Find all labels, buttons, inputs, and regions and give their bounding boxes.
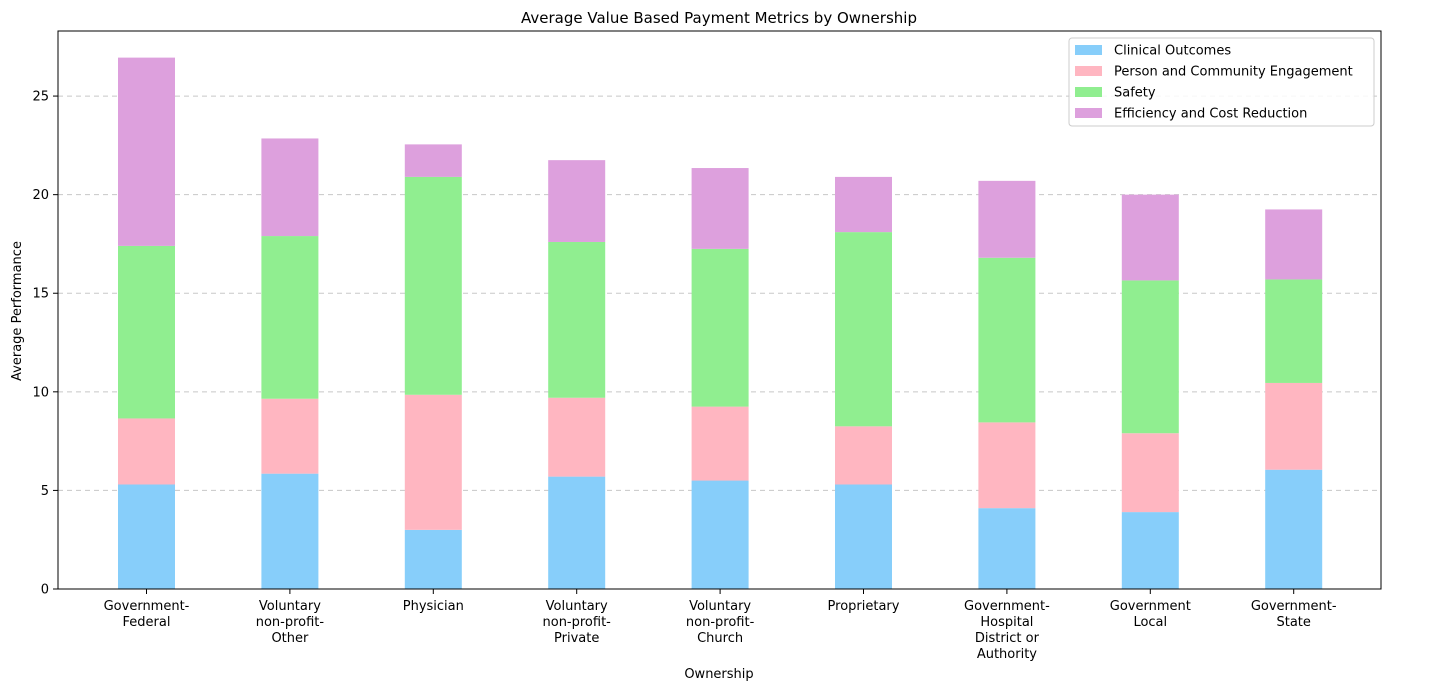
bar-segment xyxy=(691,406,749,481)
bar-segment xyxy=(691,168,749,249)
bar-segment xyxy=(1121,194,1179,281)
legend-swatch xyxy=(1075,45,1102,55)
bars xyxy=(118,57,1323,589)
bar-segment xyxy=(1265,209,1323,280)
y-tick-label: 25 xyxy=(32,90,49,105)
bar-segment xyxy=(1265,279,1323,383)
legend: Clinical Outcomes Person and Community En… xyxy=(1068,37,1375,127)
legend-frame xyxy=(1068,37,1375,127)
bar-segment xyxy=(691,248,749,407)
bar-segment xyxy=(978,257,1036,423)
bar-segment xyxy=(548,397,606,477)
y-tick-label: 0 xyxy=(41,583,49,598)
x-tick-label: Physician xyxy=(403,599,464,614)
bar-segment xyxy=(118,57,175,246)
bar-segment xyxy=(835,176,892,233)
bar-segment xyxy=(404,176,462,395)
bar-segment xyxy=(835,484,892,589)
bar-segment xyxy=(261,473,319,589)
y-tick-label: 5 xyxy=(41,484,49,499)
legend-entry: Efficiency and Cost Reduction xyxy=(1114,107,1307,122)
x-tick-label: Government Local xyxy=(1110,599,1191,630)
bar-segment xyxy=(1121,512,1179,589)
bar-segment xyxy=(404,144,462,177)
bar-segment xyxy=(261,398,319,474)
bar-segment xyxy=(404,529,462,589)
bar-segment xyxy=(548,241,606,398)
legend-swatch xyxy=(1075,87,1102,97)
bar-segment xyxy=(978,422,1036,509)
x-tick-label: Government-Hospital District or Authority xyxy=(964,599,1050,662)
x-tick-label: Voluntary non-profit-Church xyxy=(686,599,755,646)
bar-segment xyxy=(691,480,749,589)
x-axis-label: Ownership xyxy=(684,667,753,682)
bar-segment xyxy=(118,418,175,485)
bar-segment xyxy=(835,232,892,427)
y-axis-label: Average Performance xyxy=(10,241,25,381)
legend-entry: Safety xyxy=(1114,86,1156,101)
x-tick-label: Proprietary xyxy=(828,599,900,614)
bar-segment xyxy=(978,508,1036,589)
bar-segment xyxy=(261,236,319,399)
legend-entry: Clinical Outcomes xyxy=(1114,44,1231,59)
y-tick-label: 10 xyxy=(32,385,49,400)
y-tick-label: 15 xyxy=(32,287,49,302)
x-tick-label: Government-Federal xyxy=(104,599,190,630)
bar-segment xyxy=(118,484,175,589)
x-axis-ticks: Government-Federal Voluntary non-profit-Ot… xyxy=(104,589,1337,662)
legend-entry: Person and Community Engagement xyxy=(1114,65,1353,80)
bar-segment xyxy=(261,138,319,237)
bar-segment xyxy=(835,426,892,485)
chart-title: Average Value Based Payment Metrics by O… xyxy=(521,9,917,27)
bar-segment xyxy=(404,394,462,530)
bar-segment xyxy=(118,245,175,419)
plot-frame xyxy=(57,30,1382,590)
bar-segment xyxy=(1265,382,1323,470)
bar-segment xyxy=(978,180,1036,258)
legend-swatch xyxy=(1075,66,1102,76)
legend-swatch xyxy=(1075,108,1102,118)
y-axis-ticks: 0 5 10 15 20 25 xyxy=(32,90,58,598)
x-tick-label: Voluntary non-profit-Other xyxy=(256,599,325,646)
bar-segment xyxy=(1265,469,1323,589)
bar-segment xyxy=(548,476,606,589)
bar-segment xyxy=(1121,280,1179,434)
x-tick-label: Government-State xyxy=(1251,599,1337,630)
bar-segment xyxy=(548,160,606,242)
y-tick-label: 20 xyxy=(32,188,49,203)
x-tick-label: Voluntary non-profit-Private xyxy=(543,599,612,646)
bar-segment xyxy=(1121,433,1179,513)
